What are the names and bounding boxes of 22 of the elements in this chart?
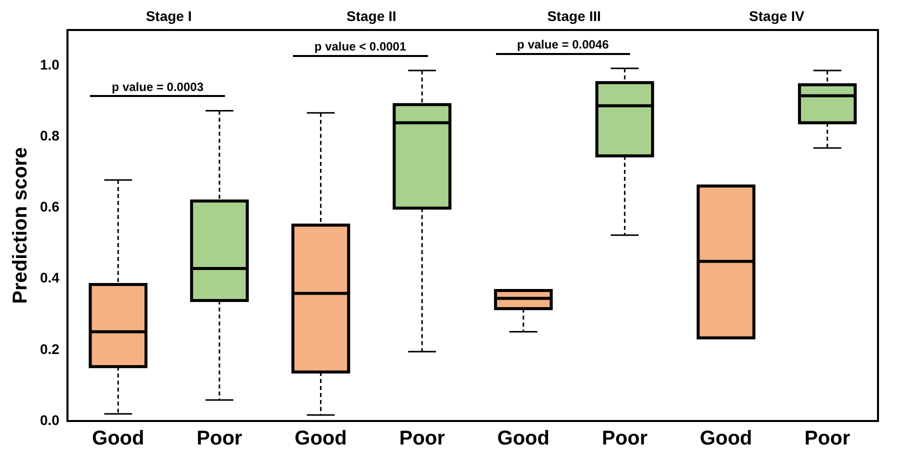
- text: Stage I: [146, 8, 192, 24]
- annotation: p value < 0.0001: [314, 40, 406, 54]
- x-tick-label: Good: [497, 428, 550, 450]
- y-tick-label: 1.0: [40, 56, 60, 72]
- annotation: p value = 0.0003: [112, 80, 204, 94]
- y-axis-title: Prediction score: [10, 147, 32, 304]
- text: Stage IV: [749, 8, 805, 24]
- y-tick-label: 0.2: [40, 340, 60, 357]
- y-tick-label: 0.0: [40, 412, 60, 428]
- x-tick-label: Poor: [602, 428, 648, 450]
- text: Stage II: [346, 8, 396, 24]
- x-tick-label: Poor: [399, 428, 446, 450]
- y-tick-label: 0.8: [40, 127, 60, 144]
- y-tick-label: 0.6: [40, 198, 60, 215]
- text: Stage III: [547, 8, 601, 24]
- y-tick-label: 0.4: [40, 270, 60, 286]
- x-tick-label: Good: [92, 428, 144, 450]
- x-tick-label: Poor: [804, 428, 850, 450]
- x-tick-label: Poor: [196, 428, 242, 450]
- annotation: p value = 0.0046: [517, 37, 610, 52]
- x-tick-label: Good: [700, 428, 752, 450]
- x-tick-label: Good: [294, 428, 347, 450]
